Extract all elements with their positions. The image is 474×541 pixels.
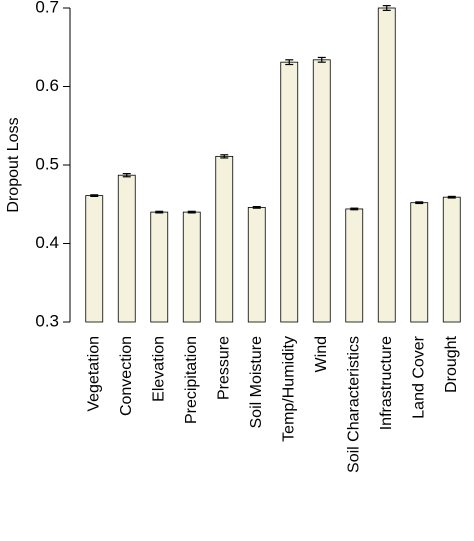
- bar: [377, 7, 396, 323]
- x-tick-label: Soil Moisture: [248, 336, 265, 429]
- x-tick-label: Drought: [443, 335, 460, 392]
- y-tick-label: 0.6: [35, 76, 59, 95]
- x-tick-label: Wind: [313, 336, 330, 372]
- error-bar: [90, 194, 99, 197]
- x-tick-label: Infrastructure: [378, 336, 395, 430]
- x-tick-label: Pressure: [215, 336, 232, 400]
- y-tick-label: 0.4: [35, 233, 59, 252]
- bar: [117, 174, 136, 323]
- x-tick-label: Temp/Humidity: [280, 336, 297, 442]
- x-tick-label: Soil Characteristics: [345, 336, 362, 473]
- bar: [312, 59, 331, 323]
- error-bar: [285, 59, 294, 66]
- error-bar: [220, 154, 229, 159]
- bar: [345, 208, 364, 323]
- error-bar: [317, 56, 326, 63]
- error-bar: [350, 207, 359, 211]
- x-tick-label: Elevation: [150, 336, 167, 402]
- x-tick-label: Precipitation: [183, 336, 200, 424]
- error-bar: [447, 195, 456, 199]
- bar: [442, 196, 461, 323]
- error-bar: [415, 201, 424, 205]
- x-tick-label: Vegetation: [85, 336, 102, 412]
- bar: [215, 155, 234, 323]
- error-bar: [252, 206, 261, 209]
- error-bar: [187, 210, 196, 214]
- bar: [85, 195, 104, 323]
- bar: [247, 206, 266, 323]
- error-bar: [122, 173, 131, 178]
- error-bar: [382, 5, 391, 11]
- bar: [280, 61, 299, 323]
- y-tick-label: 0.5: [35, 154, 59, 173]
- bar: [150, 211, 169, 323]
- y-tick-label: 0.7: [35, 0, 59, 16]
- error-bar: [155, 210, 164, 214]
- y-axis-label: Dropout Loss: [5, 117, 22, 212]
- bar: [182, 211, 201, 323]
- y-tick-label: 0.3: [35, 311, 59, 330]
- x-tick-label: Land Cover: [410, 335, 427, 418]
- x-tick-label: Convection: [118, 336, 135, 416]
- bar: [410, 202, 429, 323]
